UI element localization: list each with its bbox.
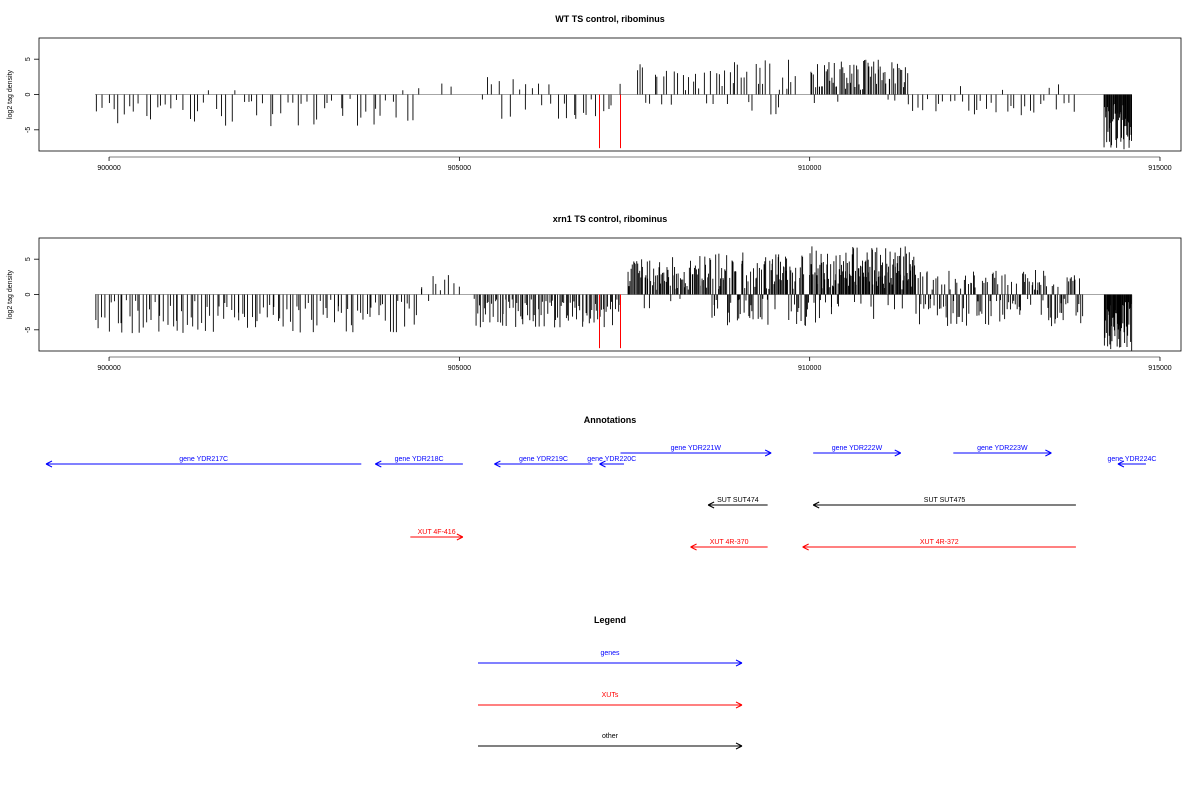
annotation-arrow-head [707,501,715,506]
annotation-arrow-head [1045,452,1052,457]
annotation-arrow-head [375,463,382,468]
annotation-label: SUT SUT475 [924,497,966,504]
annotation-arrow-head [456,536,464,541]
annotation-label: gene YDR219C [519,456,568,463]
x-tick-label: 915000 [1148,165,1171,172]
y-tick-label: 5 [25,57,32,61]
x-tick-label: 910000 [798,365,821,372]
annotation-label: gene YDR217C [179,456,228,463]
annotation-label: gene YDR222W [832,445,883,452]
annotation-arrow-head [894,449,901,454]
y-tick-label: 0 [25,292,32,296]
legend-label: other [602,733,619,740]
x-tick-label: 910000 [798,165,821,172]
legend-arrow-head [735,662,743,667]
annotation-label: XUT 4F-416 [418,529,456,536]
annotation-arrow-head [707,504,715,509]
annotation-arrow-head [599,463,606,468]
annotation-label: XUT 4R-372 [920,539,959,546]
annotation-arrow-head [494,460,501,465]
annotation-arrow-head [802,546,809,551]
annotation-arrow-head [690,546,697,551]
wt-track-panel: WT TS control, ribominus log2 tag density… [7,14,1182,172]
annotation-label: gene YDR218C [395,456,444,463]
legend-arrow-head [735,701,743,706]
annotation-label: gene YDR221W [671,445,722,452]
annotation-arrow-head [45,463,53,468]
annotation-arrow-head [1117,460,1125,465]
legend-arrow-head [735,742,743,747]
annotation-arrow-head [894,452,901,457]
y-tick-label: -5 [25,327,32,333]
annotation-arrow-head [1045,449,1052,454]
annotation-label: gene YDR224C [1108,456,1157,463]
annotations-panel: Annotations gene YDR217C gene YDR218C gene… [45,415,1157,551]
annotation-arrow-head [599,460,606,465]
annotation-arrow-head [494,463,501,468]
plot-title: xrn1 TS control, ribominus [553,214,668,224]
legend-title: Legend [594,615,626,625]
legend-label: genes [600,650,620,657]
legend-arrow-head [735,659,743,664]
x-tick-label: 900000 [97,165,120,172]
legend-panel: Legend genes XUTs other [478,615,743,750]
legend-arrow-head [735,745,743,750]
plot-title: WT TS control, ribominus [555,14,665,24]
annotation-label: gene YDR220C [587,456,636,463]
y-tick-label: 5 [25,257,32,261]
legend-arrow-head [735,704,743,709]
annotation-label: XUT 4R-370 [710,539,749,546]
xrn1-track-panel: xrn1 TS control, ribominus log2 tag densi… [7,214,1182,372]
annotation-arrow-head [45,460,53,465]
annotation-label: SUT SUT474 [717,497,759,504]
annotation-arrow-head [812,504,820,509]
y-tick-label: 0 [25,92,32,96]
annotation-arrow-head [375,460,382,465]
x-tick-label: 900000 [97,365,120,372]
annotation-arrow-head [764,452,772,457]
x-tick-label: 905000 [448,165,471,172]
y-tick-label: -5 [25,127,32,133]
annotation-arrow-head [802,543,809,548]
annotation-arrow-head [812,501,820,506]
annotation-arrow-head [764,449,772,454]
annotation-arrow-head [690,543,697,548]
x-tick-label: 915000 [1148,365,1171,372]
annotations-title: Annotations [584,415,637,425]
annotation-label: gene YDR223W [977,445,1028,452]
y-axis-label: log2 tag density [7,69,14,119]
annotation-arrow-head [1117,463,1125,468]
x-tick-label: 905000 [448,365,471,372]
annotation-arrow-head [456,533,464,538]
legend-label: XUTs [602,692,619,699]
y-axis-label: log2 tag density [7,269,14,319]
